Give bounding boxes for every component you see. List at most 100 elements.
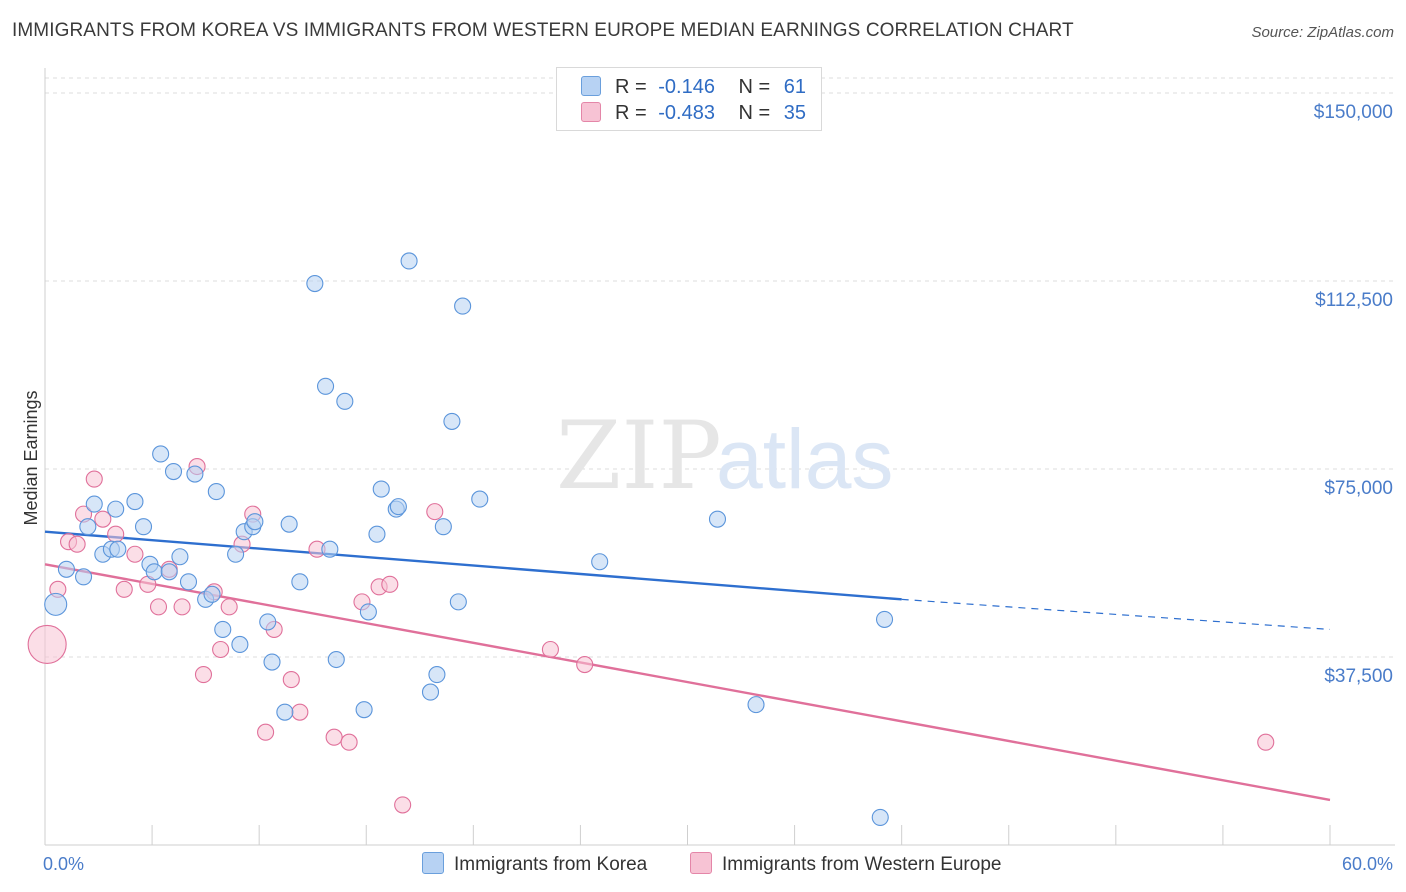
point-western-europe <box>115 580 133 598</box>
point-korea <box>126 493 144 511</box>
point-korea <box>57 560 75 578</box>
trend-line-western-europe <box>44 563 1331 802</box>
point-western-europe <box>94 510 112 528</box>
legend-n-label: N = <box>738 76 771 98</box>
watermark: ZIP atlas <box>556 402 893 511</box>
point-korea <box>454 297 472 315</box>
legend-n-label: N = <box>738 102 771 124</box>
point-korea <box>214 620 232 638</box>
point-western-europe <box>85 470 103 488</box>
point-korea <box>359 603 377 621</box>
point-korea <box>747 696 765 714</box>
point-korea <box>372 480 390 498</box>
point-korea <box>428 666 446 684</box>
point-korea <box>306 274 324 293</box>
point-korea <box>449 593 467 611</box>
data-points <box>27 252 1275 826</box>
trend-line-korea <box>44 530 902 601</box>
point-korea <box>591 553 609 571</box>
point-korea <box>145 563 163 581</box>
point-western-europe <box>126 545 144 563</box>
legend-r-label: R = <box>615 102 647 124</box>
series-swatch-western-europe <box>690 852 712 874</box>
point-korea <box>400 252 418 270</box>
point-korea <box>259 613 277 631</box>
point-korea <box>291 573 309 591</box>
point-western-europe <box>107 525 125 543</box>
point-korea <box>134 518 153 536</box>
legend-swatch-western-europe <box>581 102 601 122</box>
legend-r-label: R = <box>615 76 647 98</box>
x-tick-label: 0.0% <box>43 854 84 874</box>
point-korea <box>75 568 93 586</box>
point-korea <box>708 510 727 528</box>
point-korea <box>203 585 221 603</box>
y-tick-label: $150,000 <box>1314 102 1393 123</box>
point-korea <box>421 683 440 701</box>
point-western-europe <box>325 728 343 746</box>
point-korea <box>227 545 245 563</box>
point-korea <box>79 518 97 536</box>
point-western-europe <box>381 575 399 593</box>
point-korea <box>443 412 461 430</box>
correlation-legend: R = -0.146 N = 61 R = -0.483 N = 35 <box>556 67 822 131</box>
point-korea <box>434 518 452 536</box>
point-korea <box>871 808 889 826</box>
point-korea <box>107 500 125 518</box>
point-western-europe <box>291 703 309 721</box>
point-korea <box>231 635 249 654</box>
point-korea <box>276 703 294 721</box>
point-western-europe <box>68 535 86 553</box>
series-legend-western-europe[interactable]: Immigrants from Western Europe <box>690 852 1001 876</box>
x-tick-label: 60.0% <box>1342 854 1393 874</box>
series-legend: Immigrants from Korea Immigrants from We… <box>0 852 1406 878</box>
legend-n-value-western-europe: 35 <box>783 102 807 124</box>
point-korea <box>186 465 204 483</box>
legend-row-korea: R = -0.146 N = 61 <box>581 76 806 102</box>
point-korea <box>355 701 373 719</box>
point-western-europe <box>541 640 559 659</box>
point-western-europe <box>282 671 300 689</box>
point-korea <box>207 483 225 501</box>
point-western-europe <box>1257 733 1275 751</box>
point-korea <box>263 653 281 671</box>
legend-row-western-europe: R = -0.483 N = 35 <box>581 102 806 128</box>
legend-r-value-western-europe: -0.483 <box>658 102 715 124</box>
trend-line-korea-extension <box>901 598 1331 631</box>
point-korea <box>85 495 103 513</box>
point-western-europe <box>212 640 230 659</box>
chart-title: IMMIGRANTS FROM KOREA VS IMMIGRANTS FROM… <box>12 20 1074 41</box>
series-name-korea: Immigrants from Korea <box>454 854 648 875</box>
point-korea <box>164 462 183 481</box>
y-axis-label: Median Earnings <box>21 390 41 525</box>
watermark-zip: ZIP <box>556 402 722 511</box>
point-western-europe <box>576 655 594 674</box>
legend-r-value-korea: -0.146 <box>658 76 715 98</box>
watermark-atlas: atlas <box>716 412 893 506</box>
point-korea <box>317 377 335 395</box>
series-legend-korea[interactable]: Immigrants from Korea <box>422 852 647 876</box>
point-korea <box>160 563 178 581</box>
point-western-europe <box>27 624 67 665</box>
point-korea <box>336 392 354 410</box>
axes <box>44 68 1395 846</box>
y-tick-label: $112,500 <box>1315 290 1393 311</box>
point-western-europe <box>194 666 213 684</box>
point-korea <box>171 548 189 566</box>
point-western-europe <box>173 598 191 616</box>
point-korea <box>327 650 345 669</box>
point-korea <box>471 490 489 508</box>
point-korea <box>152 445 170 463</box>
point-korea <box>875 610 894 628</box>
series-swatch-korea <box>422 852 444 874</box>
point-korea <box>280 515 298 533</box>
point-korea <box>246 513 264 531</box>
point-korea <box>44 592 68 616</box>
y-tick-label: $37,500 <box>1324 666 1393 687</box>
gridlines <box>45 77 1395 658</box>
series-name-western-europe: Immigrants from Western Europe <box>722 854 1002 875</box>
point-western-europe <box>149 598 168 616</box>
tick-labels: $37,500 $75,000 $112,500 $150,000 0.0% 60.0% <box>43 102 1393 874</box>
point-korea <box>179 573 198 591</box>
